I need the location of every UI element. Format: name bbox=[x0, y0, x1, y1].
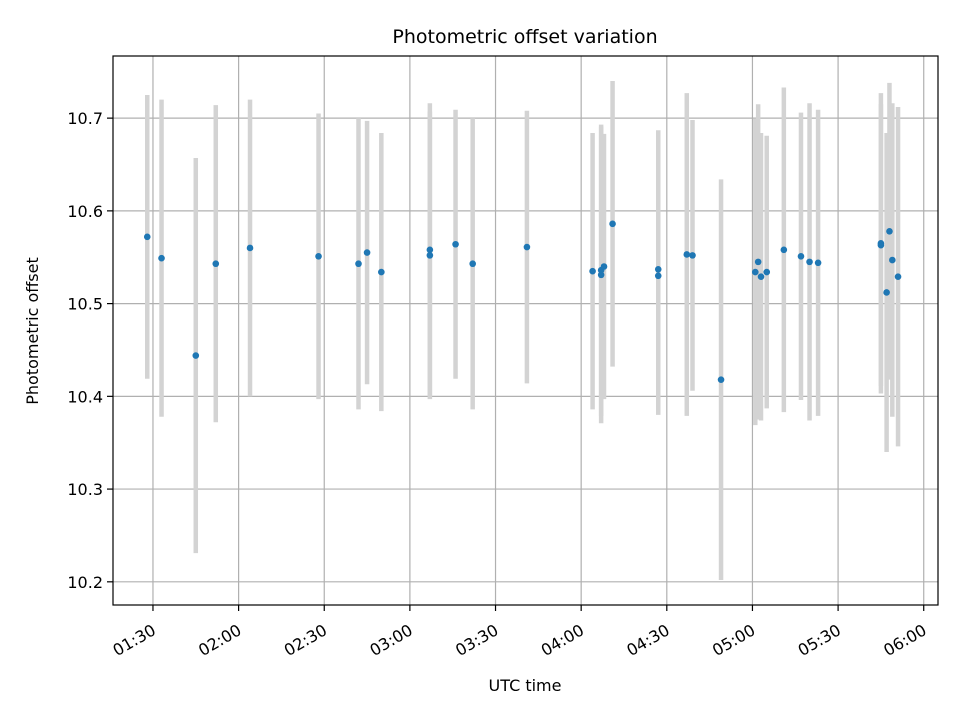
data-point bbox=[315, 253, 322, 260]
data-point bbox=[806, 258, 813, 266]
data-point bbox=[877, 241, 885, 249]
data-point bbox=[523, 243, 531, 251]
x-axis-title: UTC time bbox=[489, 676, 562, 695]
data-point bbox=[654, 265, 662, 273]
data-point bbox=[426, 246, 434, 254]
data-point bbox=[814, 259, 822, 267]
data-point bbox=[797, 253, 805, 260]
data-point bbox=[780, 246, 788, 254]
data-point bbox=[143, 233, 151, 241]
data-point bbox=[654, 272, 662, 280]
data-point bbox=[889, 256, 896, 264]
data-point bbox=[192, 352, 200, 359]
data-point bbox=[894, 273, 902, 281]
data-point bbox=[355, 260, 362, 268]
plot-frame bbox=[112, 55, 939, 606]
y-tick-label: 10.5 bbox=[67, 295, 103, 314]
data-point bbox=[246, 244, 254, 252]
data-point bbox=[717, 376, 725, 383]
data-point bbox=[378, 268, 385, 276]
y-tick-label: 10.4 bbox=[67, 387, 103, 406]
y-tick-label: 10.2 bbox=[67, 573, 103, 592]
data-point bbox=[452, 240, 459, 248]
data-point bbox=[757, 273, 765, 281]
data-point bbox=[426, 252, 434, 259]
point-layer bbox=[143, 220, 902, 383]
data-point bbox=[600, 263, 608, 270]
chart-title: Photometric offset variation bbox=[392, 26, 657, 48]
data-point bbox=[763, 268, 771, 276]
data-point bbox=[363, 249, 371, 256]
data-point bbox=[597, 271, 605, 279]
data-point bbox=[469, 260, 476, 268]
y-axis-ticks: 10.2 10.3 10.4 10.5 10.6 10.7 bbox=[67, 109, 113, 592]
data-point bbox=[589, 267, 596, 275]
data-point bbox=[683, 251, 691, 258]
y-tick-label: 10.7 bbox=[67, 109, 103, 128]
data-point bbox=[689, 252, 696, 259]
data-point bbox=[886, 227, 893, 235]
data-point bbox=[158, 254, 165, 262]
data-point bbox=[883, 289, 890, 296]
data-point bbox=[752, 268, 759, 276]
y-tick-label: 10.6 bbox=[67, 202, 103, 221]
data-point bbox=[212, 260, 220, 268]
data-point bbox=[609, 220, 616, 228]
data-point bbox=[754, 258, 762, 266]
y-tick-label: 10.3 bbox=[67, 480, 103, 499]
y-axis-title: Photometric offset bbox=[23, 257, 42, 405]
